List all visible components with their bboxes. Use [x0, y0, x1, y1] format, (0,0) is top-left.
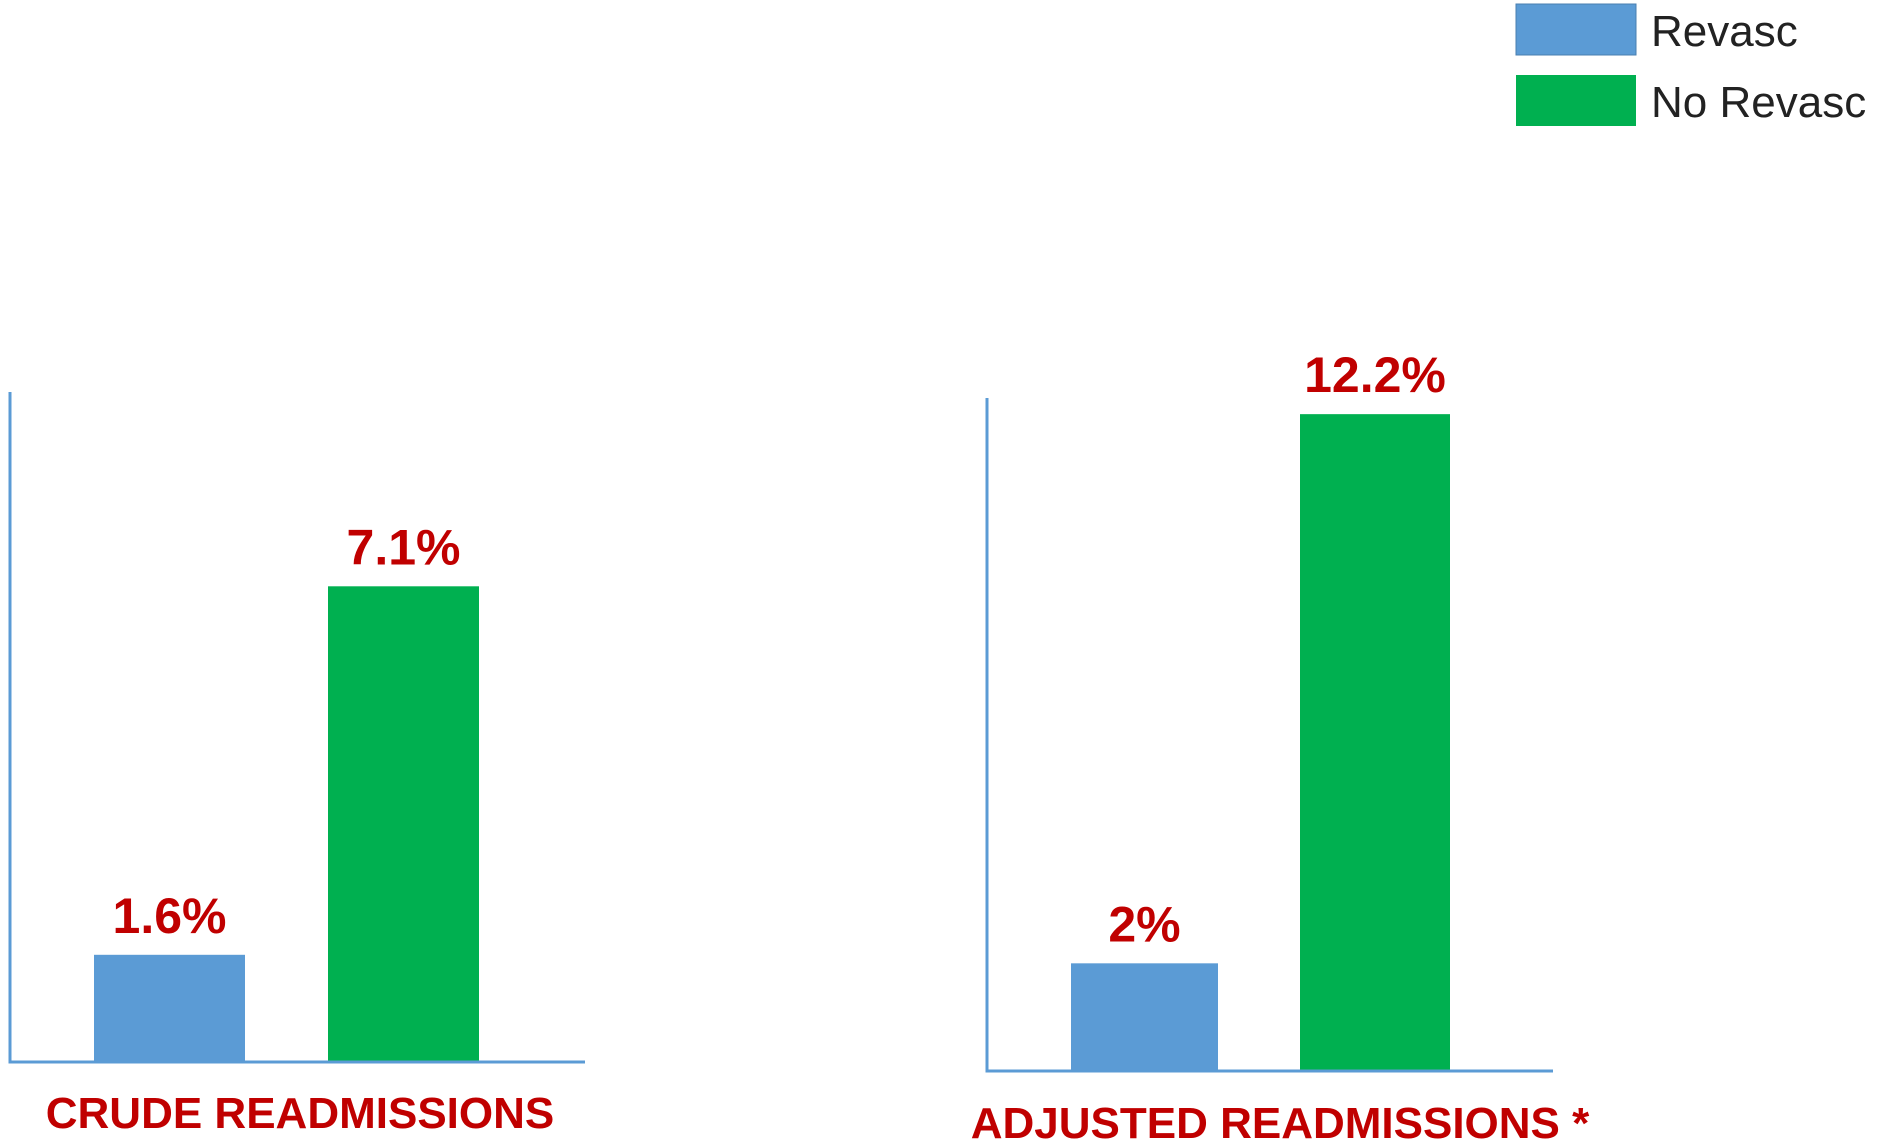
bar — [1300, 414, 1450, 1072]
legend-swatch — [1515, 3, 1637, 56]
value-label: 2% — [1108, 896, 1180, 952]
legend-label: Revasc — [1651, 7, 1798, 56]
bar — [328, 586, 479, 1062]
axis-line — [985, 398, 1553, 1073]
value-label: 1.6% — [113, 888, 227, 944]
value-label: 12.2% — [1304, 347, 1446, 403]
bar — [1071, 963, 1218, 1071]
x-axis-label: CRUDE READMISSIONS — [46, 1089, 555, 1138]
legend-label: No Revasc — [1651, 78, 1866, 127]
bar — [94, 954, 245, 1062]
axis-line — [8, 392, 585, 1064]
legend-swatch — [1516, 75, 1636, 126]
value-label: 7.1% — [347, 519, 461, 575]
x-axis-label: ADJUSTED READMISSIONS * — [971, 1099, 1590, 1145]
